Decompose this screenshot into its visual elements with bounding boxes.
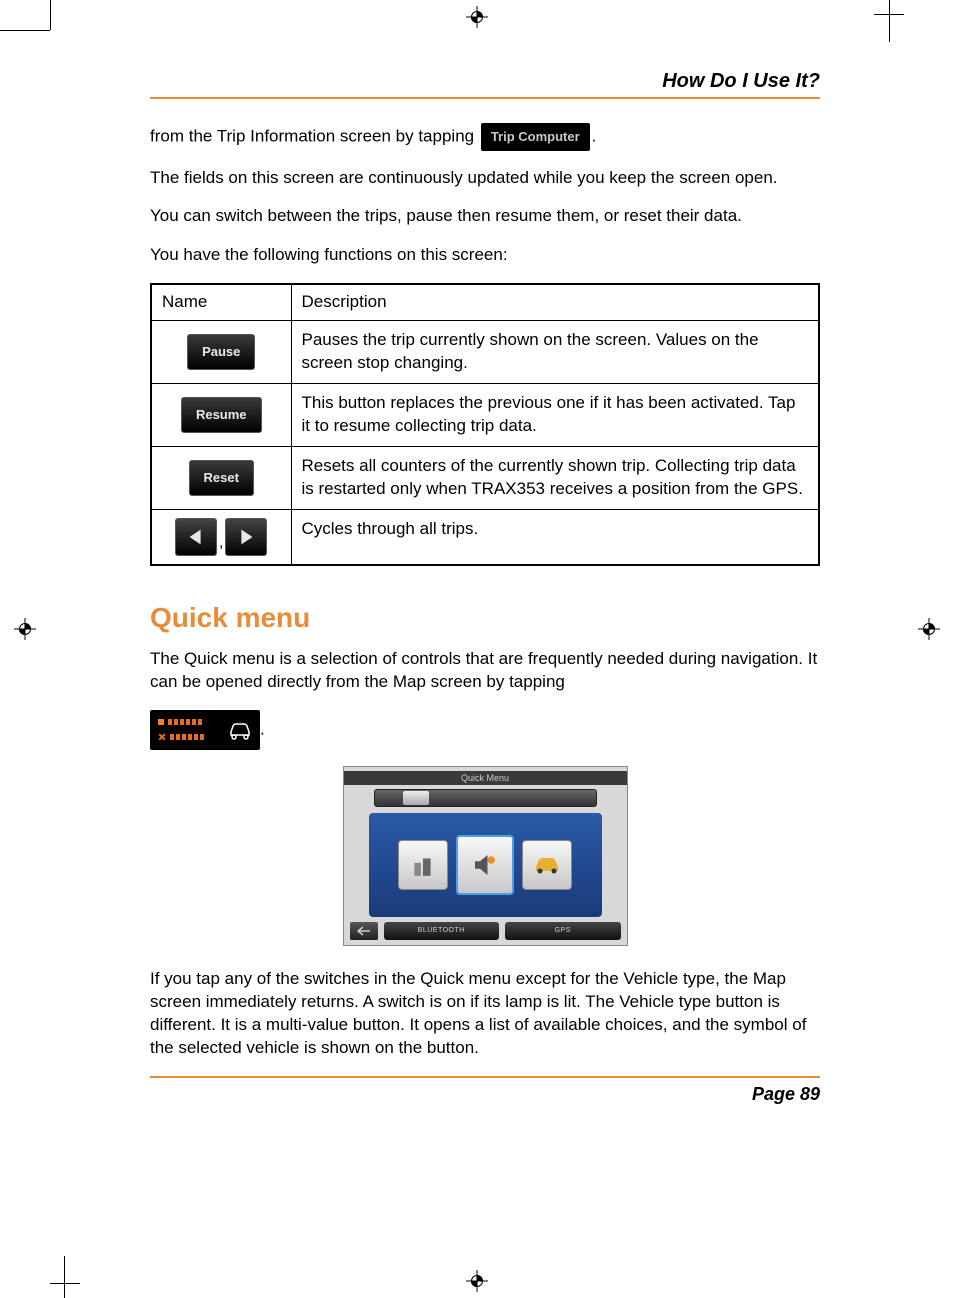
table-row: Resume This button replaces the previous… bbox=[151, 384, 819, 447]
back-button[interactable] bbox=[350, 922, 378, 940]
tile-button[interactable] bbox=[398, 840, 448, 890]
crop-mark bbox=[0, 30, 50, 31]
table-row: Reset Resets all counters of the current… bbox=[151, 447, 819, 510]
crop-mark bbox=[50, 0, 51, 30]
pause-description: Pauses the trip currently shown on the s… bbox=[291, 321, 819, 384]
reset-button[interactable]: Reset bbox=[189, 460, 254, 496]
quick-menu-button[interactable] bbox=[150, 710, 260, 750]
trip-computer-button[interactable]: Trip Computer bbox=[481, 123, 590, 151]
car-icon bbox=[228, 720, 252, 740]
table-header-row: Name Description bbox=[151, 284, 819, 320]
arrow-right-icon bbox=[235, 526, 257, 548]
crop-mark bbox=[889, 0, 890, 42]
pause-button[interactable]: Pause bbox=[187, 334, 255, 370]
moon-icon bbox=[352, 847, 370, 865]
bluetooth-button[interactable]: BLUETOOTH bbox=[384, 922, 500, 940]
crop-mark bbox=[64, 1256, 65, 1298]
buildings-icon bbox=[410, 852, 436, 878]
footer-rule bbox=[150, 1076, 820, 1078]
car-icon bbox=[532, 855, 562, 875]
registration-mark-icon bbox=[918, 618, 940, 640]
brightness-slider[interactable] bbox=[374, 789, 597, 807]
arrow-left-button[interactable] bbox=[175, 518, 217, 556]
col-description: Description bbox=[291, 284, 819, 320]
tile-button[interactable] bbox=[522, 840, 572, 890]
screenshot-title: Quick Menu bbox=[344, 771, 627, 785]
quick-menu-para-2: If you tap any of the switches in the Qu… bbox=[150, 968, 820, 1060]
registration-mark-icon bbox=[466, 1270, 488, 1292]
resume-button[interactable]: Resume bbox=[181, 397, 262, 433]
quick-menu-screenshot: Quick Menu BLUETOOTH GPS bbox=[343, 766, 628, 946]
intro-text-1a: from the Trip Information screen by tapp… bbox=[150, 126, 479, 145]
screenshot-bottom-bar: BLUETOOTH GPS bbox=[350, 921, 621, 941]
page-header: How Do I Use It? bbox=[150, 70, 820, 97]
reset-description: Resets all counters of the currently sho… bbox=[291, 447, 819, 510]
quick-menu-heading: Quick menu bbox=[150, 602, 820, 634]
functions-table: Name Description Pause Pauses the trip c… bbox=[150, 283, 820, 566]
table-row: Pause Pauses the trip currently shown on… bbox=[151, 321, 819, 384]
header-rule bbox=[150, 97, 820, 99]
intro-text-1b: . bbox=[592, 126, 597, 145]
crop-mark bbox=[50, 1283, 80, 1284]
arrow-left-icon bbox=[185, 526, 207, 548]
intro-para-1: from the Trip Information screen by tapp… bbox=[150, 123, 820, 151]
registration-mark-icon bbox=[14, 618, 36, 640]
intro-para-4: You have the following functions on this… bbox=[150, 244, 820, 267]
col-name: Name bbox=[151, 284, 291, 320]
quick-menu-icon-line: . bbox=[150, 710, 820, 750]
quick-menu-para-1: The Quick menu is a selection of control… bbox=[150, 648, 820, 694]
cycle-arrows: , bbox=[175, 518, 267, 556]
resume-description: This button replaces the previous one if… bbox=[291, 384, 819, 447]
tile-button-selected[interactable] bbox=[456, 835, 514, 895]
intro-para-3: You can switch between the trips, pause … bbox=[150, 205, 820, 228]
arrows-description: Cycles through all trips. bbox=[291, 509, 819, 565]
speaker-icon bbox=[470, 850, 500, 880]
table-row: , Cycles through all trips. bbox=[151, 509, 819, 565]
gps-button[interactable]: GPS bbox=[505, 922, 621, 940]
intro-para-2: The fields on this screen are continuous… bbox=[150, 167, 820, 190]
screenshot-body bbox=[369, 813, 602, 917]
icon-period: . bbox=[260, 719, 265, 738]
arrow-left-icon bbox=[357, 926, 371, 936]
comma-separator: , bbox=[219, 532, 223, 554]
registration-mark-icon bbox=[466, 6, 488, 28]
page-number: Page 89 bbox=[150, 1084, 820, 1105]
page-content: How Do I Use It? from the Trip Informati… bbox=[150, 70, 820, 1105]
arrow-right-button[interactable] bbox=[225, 518, 267, 556]
